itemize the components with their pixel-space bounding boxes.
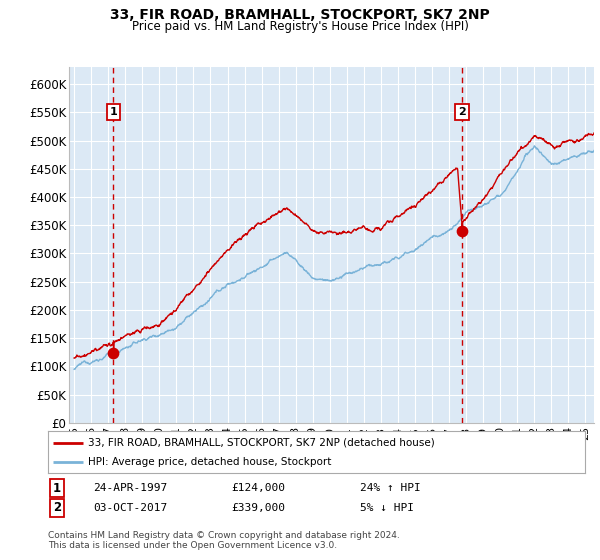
Point	[457, 227, 467, 236]
Text: 5% ↓ HPI: 5% ↓ HPI	[360, 503, 414, 513]
Text: 33, FIR ROAD, BRAMHALL, STOCKPORT, SK7 2NP (detached house): 33, FIR ROAD, BRAMHALL, STOCKPORT, SK7 2…	[88, 437, 435, 447]
Text: Contains HM Land Registry data © Crown copyright and database right 2024.
This d: Contains HM Land Registry data © Crown c…	[48, 531, 400, 550]
Text: 03-OCT-2017: 03-OCT-2017	[93, 503, 167, 513]
Text: Price paid vs. HM Land Registry's House Price Index (HPI): Price paid vs. HM Land Registry's House …	[131, 20, 469, 32]
Text: HPI: Average price, detached house, Stockport: HPI: Average price, detached house, Stoc…	[88, 457, 332, 467]
Text: 24% ↑ HPI: 24% ↑ HPI	[360, 483, 421, 493]
Text: 1: 1	[53, 482, 61, 495]
Text: £339,000: £339,000	[231, 503, 285, 513]
Text: 33, FIR ROAD, BRAMHALL, STOCKPORT, SK7 2NP: 33, FIR ROAD, BRAMHALL, STOCKPORT, SK7 2…	[110, 8, 490, 22]
Text: £124,000: £124,000	[231, 483, 285, 493]
Text: 1: 1	[110, 106, 118, 116]
Text: 2: 2	[53, 501, 61, 515]
Text: 2: 2	[458, 106, 466, 116]
Text: 24-APR-1997: 24-APR-1997	[93, 483, 167, 493]
Point	[109, 348, 118, 357]
